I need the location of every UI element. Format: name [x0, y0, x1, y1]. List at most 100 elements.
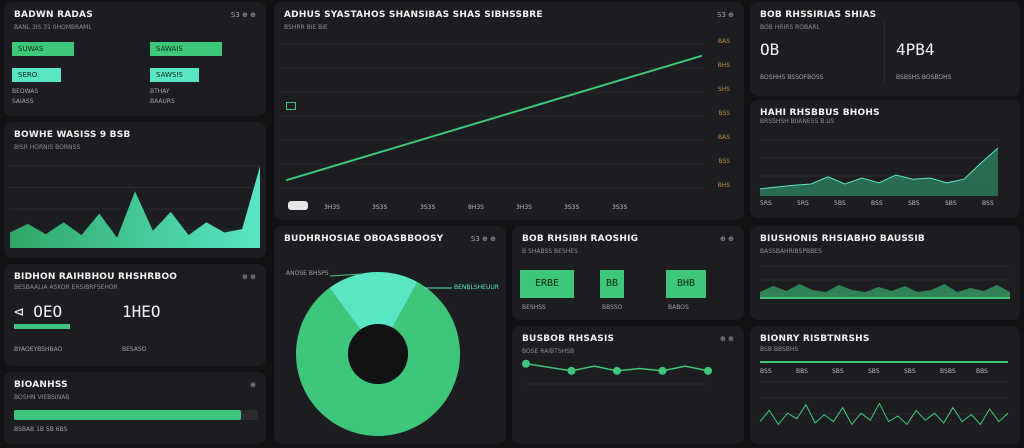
x-tick-label: 3S3S [612, 204, 628, 211]
card-title: BOB RHSSIRIAS SHIAS [760, 10, 877, 20]
x-tick-label: BBS [796, 368, 808, 375]
x-tick-label: SBS [868, 368, 880, 375]
x-tick-label: SBS [908, 200, 920, 207]
kpi-caption-1: BYAOEYBSHBAO [14, 346, 63, 353]
x-tick-label: 5RS [797, 200, 809, 207]
x-tick-label: BSS [760, 368, 772, 375]
data-point [567, 366, 576, 375]
bar-caption: BEOWAS [12, 88, 39, 95]
bar-item: SERO [12, 68, 62, 82]
card-title: BUDHRHOSIAE OBOASBBOOSY [284, 234, 444, 244]
label-leader [329, 273, 363, 277]
x-tick-label: BSS [871, 200, 883, 207]
card-subtitle: B SHABSS BESHES [522, 248, 578, 255]
range-badge[interactable] [288, 201, 308, 210]
donut-hole [348, 324, 408, 384]
series-line [285, 54, 702, 182]
card-controls[interactable]: S3 ⊕ ⊕ [470, 235, 496, 243]
card-area-right: HAHI RHSBBUS BHOHS BRSSHSH BIIANESS B.US… [750, 100, 1020, 218]
dot-line-chart [522, 359, 712, 385]
card-area: BOWHE WASISS 9 BSB BISR HORNIS BORNSS [4, 122, 266, 258]
area-fill [760, 148, 998, 196]
area-chart [10, 165, 260, 248]
kpi-underline [14, 324, 70, 329]
card-wave: BIUSHONIS RHSIABHO BAUSSIB BASSBAHRIBSPB… [750, 226, 1020, 320]
card-title: BIUSHONIS RHSIABHO BAUSSIB [760, 234, 925, 244]
x-tick-label: SBS [904, 368, 916, 375]
card-controls[interactable]: ⊕ ⊕ [720, 235, 734, 243]
bar-caption: SAIASS [12, 98, 34, 105]
metric-pill-caption: BABOS [668, 304, 689, 311]
data-point [613, 366, 621, 375]
card-subtitle: BANL 3IS 31 0HOMBRAML [14, 24, 92, 31]
card-controls[interactable]: S3 ⊕ [717, 11, 734, 19]
progress-track [14, 410, 258, 420]
kpi-value-1: ⊲ OEO [14, 302, 63, 321]
x-tick-label: 8H3S [468, 204, 484, 211]
y-tick-label: BSS [718, 110, 730, 117]
donut-label-1: ANOSE BHSPS [286, 270, 329, 277]
card-subtitle: BRSSHSH BIIANESS B.US [760, 118, 835, 125]
x-tick-label: 5RS [760, 200, 772, 207]
bar-item: SUWAS [12, 42, 74, 56]
x-tick-label: BBS [976, 368, 988, 375]
kpi-caption-2: BESASO [122, 346, 147, 353]
line-start-marker [286, 102, 296, 110]
x-tick-label: 3S3S [372, 204, 388, 211]
card-progress: BIOANHSS BOSHN VIEBSINAB ⊕ BSBAB 1B 5B 6… [4, 372, 266, 444]
card-title: HAHI RHSBBUS BHOHS [760, 108, 880, 118]
card-title: BADWN RADAS [14, 10, 93, 20]
card-controls[interactable]: S3 ⊕ ⊕ [230, 11, 256, 19]
progress-caption: BSBAB 1B 5B 6BS [14, 426, 68, 433]
card-title: BOWHE WASISS 9 BSB [14, 130, 131, 140]
x-tick-label: SBS [832, 368, 844, 375]
card-spiky-line: BIONRY RISBTNRSHS BSB BBSBHS BSS BBS SBS SB… [750, 326, 1020, 444]
metric-pill-caption: BESHSS [522, 304, 546, 311]
kpi-divider [884, 22, 885, 82]
area-fill [10, 166, 260, 248]
y-tick-label: BHS [717, 182, 730, 189]
kpi-caption-1: BOSHHS BSSOFBOSS [760, 74, 824, 81]
x-tick-label: BSS [982, 200, 994, 207]
card-dot-line: BUSBOB RHSASIS BOSE RAIBTSHSB ⊕ ⊕ [512, 326, 744, 444]
bar-caption: BTHAY [150, 88, 170, 95]
y-tick-label: SHS [717, 86, 730, 93]
bar-caption: BAAURS [150, 98, 175, 105]
y-tick-label: BSS [718, 158, 730, 165]
metric-pill: BB [600, 270, 624, 298]
donut-chart [296, 272, 460, 436]
series-line [759, 147, 999, 190]
data-point [658, 366, 667, 375]
metric-pill-caption: BBSSO [602, 304, 623, 311]
area-chart-right [759, 139, 999, 196]
card-pills: BOB RHSIBH RAOSHIG B SHABSS BESHES ⊕ ⊕ E… [512, 226, 744, 320]
wave-chart [760, 265, 1010, 299]
area-fill [760, 284, 1010, 298]
bar-item: SAWSIS [150, 68, 200, 82]
card-title: BUSBOB RHSASIS [522, 334, 615, 344]
card-subtitle: BSHRR BIE BIE [284, 24, 328, 31]
progress-fill [14, 410, 241, 420]
card-controls[interactable]: ⊕ ⊕ [242, 273, 256, 281]
y-tick-label: BAS [717, 38, 730, 45]
card-subtitle: BESBAALIA ASKOR ERSIBRFSEHOR [14, 284, 118, 291]
x-tick-label: SBS [945, 200, 957, 207]
card-subtitle: BOB HRIRS ROBARL [760, 24, 820, 31]
donut-slice [296, 282, 460, 436]
kpi-value-2: 4PB4 [896, 40, 935, 59]
x-tick-label: 3S3S [420, 204, 436, 211]
card-title: ADHUS SYASTAHOS SHANSIBAS SHAS SIBHSSBRE [284, 10, 543, 20]
y-tick-label: BHS [717, 62, 730, 69]
metric-pill: ERBE [520, 270, 574, 298]
x-tick-label: 3H3S [516, 204, 532, 211]
bar-item: SAWAIS [150, 42, 223, 56]
data-point [704, 366, 712, 375]
card-kpi: BIDHON RAIHBHOU RHSHRBOO BESBAALIA ASKOR… [4, 264, 266, 366]
card-controls[interactable]: ⊕ ⊕ [720, 335, 734, 343]
card-subtitle: BOSHN VIEBSINAB [14, 394, 70, 401]
card-controls[interactable]: ⊕ [250, 381, 256, 389]
x-tick-label: 5BS [834, 200, 846, 207]
donut-slice [329, 272, 418, 330]
card-title: BOB RHSIBH RAOSHIG [522, 234, 639, 244]
metric-pill: BHB [666, 270, 706, 298]
